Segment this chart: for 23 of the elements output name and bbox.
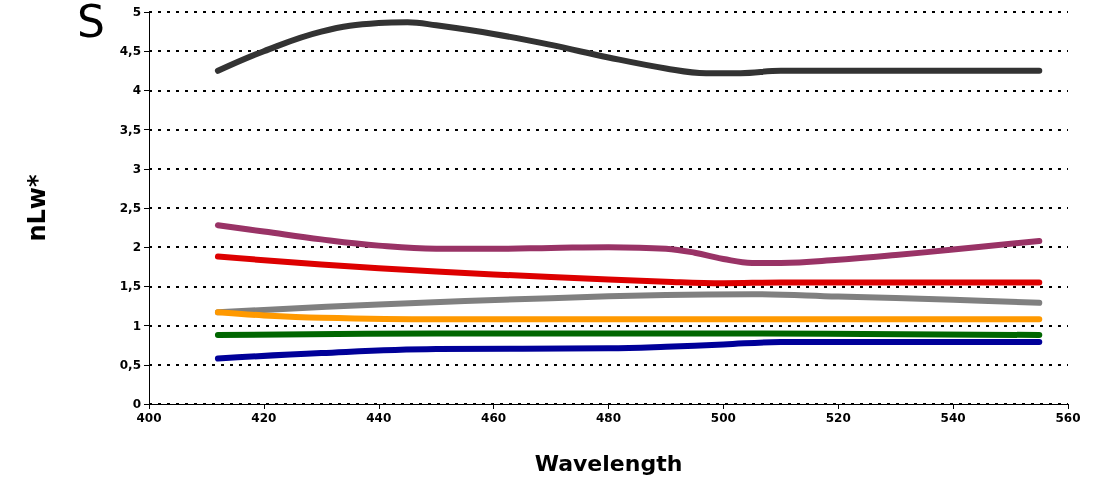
y-tick-label: 0,5: [119, 357, 141, 372]
y-tick-label: 0: [132, 397, 141, 411]
x-tick-label: 460: [481, 411, 507, 425]
x-tick-label: 560: [1055, 411, 1081, 425]
chart-title: S: [77, 0, 105, 47]
x-axis-title: Wavelength: [534, 450, 683, 476]
x-tick-label: 440: [366, 411, 392, 425]
y-axis-title: nLw*: [23, 174, 51, 242]
x-tick-label: 500: [710, 411, 736, 425]
y-tick-label: 4,5: [119, 44, 141, 59]
x-tick-label: 420: [251, 411, 277, 425]
y-tick-label: 3,5: [119, 122, 141, 137]
y-tick-label: 1,5: [119, 279, 141, 294]
y-tick-label: 2: [132, 240, 141, 255]
y-tick-label: 3: [132, 161, 141, 176]
y-tick-label: 2,5: [119, 201, 141, 215]
x-tick-label: 540: [940, 411, 966, 425]
y-tick-label: 5: [132, 5, 141, 19]
x-tick-label: 480: [595, 411, 622, 425]
x-tick-label: 520: [825, 411, 851, 425]
y-tick-label: 1: [132, 318, 141, 333]
x-tick-label: 400: [136, 411, 162, 425]
y-tick-label: 4: [132, 83, 141, 98]
